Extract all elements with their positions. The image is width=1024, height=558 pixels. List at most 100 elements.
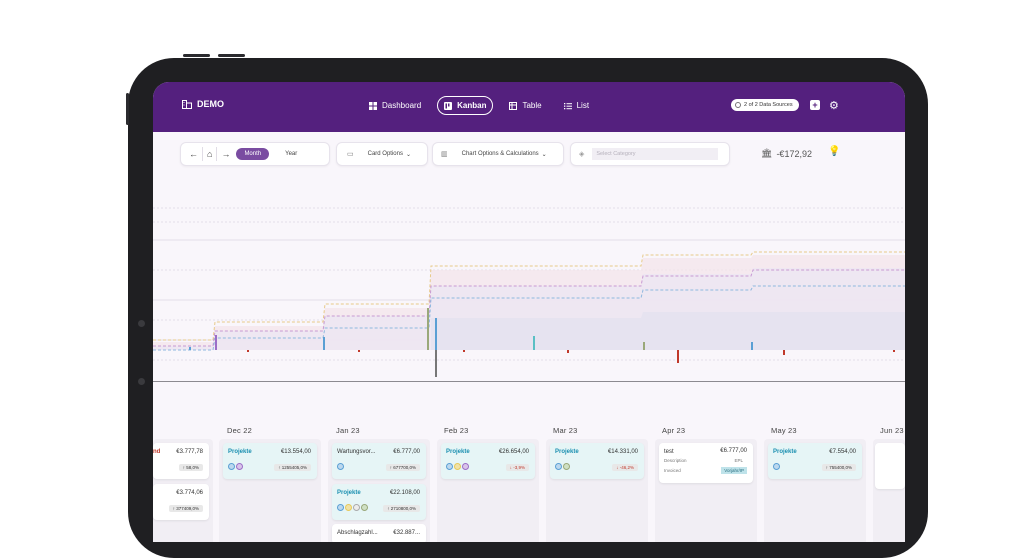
avatar xyxy=(345,504,352,511)
card-change-value: 377409,0% xyxy=(176,506,199,511)
card-change-chip: ↑ 377409,0% xyxy=(168,505,203,512)
chevron-down-icon: ⌄ xyxy=(541,151,547,158)
main-nav: Dashboard Kanban Table List xyxy=(363,96,595,115)
kanban-card[interactable]: Projekte €13.554,00 ↑ 1255405,0% xyxy=(223,443,317,479)
month-label: Dec 22 xyxy=(227,426,252,435)
card-change-chip: ↓ -3,9% xyxy=(505,464,529,471)
card-title: Projekte xyxy=(773,449,797,455)
period-year-option[interactable]: Year xyxy=(285,151,298,157)
device-button-side xyxy=(126,93,129,125)
device-button-top-2 xyxy=(218,54,245,57)
category-select[interactable]: ◈ Select Category xyxy=(570,142,730,166)
divider xyxy=(202,147,203,161)
tab-kanban[interactable]: Kanban xyxy=(437,96,494,115)
forward-arrow-icon[interactable]: → xyxy=(221,149,231,159)
bank-icon: 🏛 xyxy=(761,148,773,158)
brand[interactable]: DEMO xyxy=(182,99,224,109)
settings-gear-icon[interactable]: ⚙ xyxy=(829,100,839,112)
home-icon[interactable]: ⌂ xyxy=(207,149,213,159)
avatar xyxy=(446,463,453,470)
timeline-divider xyxy=(153,381,905,382)
lightbulb-icon[interactable]: 💡 xyxy=(828,146,841,157)
card-title: Projekte xyxy=(228,449,252,455)
kanban-card[interactable]: Wartungsvor... €6.777,00 ↑ 677700,0% xyxy=(332,443,426,479)
balance-value: -€172,92 xyxy=(776,148,812,159)
card-field-tag: Vorjahr/IP xyxy=(721,467,747,474)
period-month-option[interactable]: Month xyxy=(236,148,270,160)
kanban-card[interactable]: Projekte €7.554,00 ↑ 755400,0% xyxy=(768,443,862,479)
month-label: Apr 23 xyxy=(662,426,686,435)
card-amount: €32.887... xyxy=(393,530,420,536)
top-navigation-bar: DEMO Dashboard Kanban Table List 2 of 2 … xyxy=(153,82,905,132)
avatar-group xyxy=(337,504,368,511)
card-change-value: 1255405,0% xyxy=(281,465,307,470)
balance-display: 🏛 -€172,92 xyxy=(761,148,812,159)
data-sources-label: 2 of 2 Data Sources xyxy=(744,102,793,108)
tab-table[interactable]: Table xyxy=(503,97,547,114)
kanban-card[interactable]: Abschlagzahl... €32.887... xyxy=(332,524,426,542)
avatar xyxy=(337,463,344,470)
card-options-dropdown[interactable]: ▭ Card Options ⌄ xyxy=(336,142,428,166)
camera-dot-1 xyxy=(138,320,145,327)
card-title: nd xyxy=(153,449,161,455)
month-label: Feb 23 xyxy=(444,426,469,435)
card-field-label: Invoiced xyxy=(664,468,681,473)
card-amount: €6.777,00 xyxy=(393,449,420,455)
card-change-value: 755400,0% xyxy=(829,465,852,470)
category-placeholder: Select Category xyxy=(592,148,719,160)
month-label: Jun 23 xyxy=(880,426,904,435)
avatar-group xyxy=(228,463,243,470)
card-change-chip: ↑ 58,0% xyxy=(178,464,203,471)
avatar xyxy=(555,463,562,470)
tab-list-label: List xyxy=(576,101,590,110)
tab-list[interactable]: List xyxy=(558,97,595,114)
series-area-3 xyxy=(153,312,905,350)
list-icon xyxy=(563,102,572,109)
avatar xyxy=(563,463,570,470)
card-title: Projekte xyxy=(337,490,361,496)
camera-dot-2 xyxy=(138,378,145,385)
card-change-value: 2710800,0% xyxy=(390,506,416,511)
progress-ring-icon xyxy=(735,102,741,108)
kanban-card[interactable]: €3.774,06 ↑ 377409,0% xyxy=(153,484,209,520)
card-field-label: Description xyxy=(664,458,687,463)
tab-dashboard[interactable]: Dashboard xyxy=(363,97,427,114)
chevron-down-icon: ⌄ xyxy=(405,151,412,158)
card-amount: €7.554,00 xyxy=(829,449,856,455)
period-navigator: ← ⌂ → Month Year xyxy=(180,142,330,166)
kanban-card[interactable]: Projekte €14.331,00 ↓ -46,2% xyxy=(550,443,644,479)
card-title: Abschlagzahl... xyxy=(337,530,378,536)
chart-options-dropdown[interactable]: ▥ Chart Options & Calculations ⌄ xyxy=(432,142,564,166)
card-amount: €14.331,00 xyxy=(607,449,638,455)
add-button[interactable]: + xyxy=(810,100,820,110)
card-amount: €22.108,00 xyxy=(389,490,420,496)
series-line-3 xyxy=(153,285,905,351)
card-amount: €6.777,00 xyxy=(720,448,747,454)
month-label: Jan 23 xyxy=(336,426,360,435)
card-change-chip: ↑ 1255405,0% xyxy=(274,464,311,471)
divider xyxy=(216,147,218,161)
avatar-group xyxy=(337,463,344,470)
card-field-value: EPL xyxy=(734,458,743,463)
data-sources-pill[interactable]: 2 of 2 Data Sources xyxy=(731,99,799,111)
kanban-card[interactable]: nd €3.777,78 ↑ 58,0% xyxy=(153,443,209,479)
avatar xyxy=(773,463,780,470)
kanban-card[interactable]: test €6.777,00 Description EPL Invoiced … xyxy=(659,443,753,483)
card-title: Projekte xyxy=(555,449,579,455)
card-title: Wartungsvor... xyxy=(337,449,376,455)
brand-name: DEMO xyxy=(197,99,224,109)
avatar xyxy=(228,463,235,470)
card-change-value: 677700,0% xyxy=(393,465,416,470)
card-change-chip: ↓ -46,2% xyxy=(612,464,638,471)
card-amount: €13.554,00 xyxy=(280,449,311,455)
chart-bars xyxy=(189,308,895,377)
kanban-card[interactable]: Projekte €26.654,00 ↓ -3,9% xyxy=(441,443,535,479)
avatar xyxy=(454,463,461,470)
card-icon: ▭ xyxy=(347,151,354,158)
card-change-chip: ↑ 2710800,0% xyxy=(383,505,420,512)
back-arrow-icon[interactable]: ← xyxy=(189,149,198,159)
kanban-card[interactable]: Projekte €22.108,00 ↑ 2710800,0% xyxy=(332,484,426,520)
tab-kanban-label: Kanban xyxy=(457,101,487,110)
building-icon xyxy=(182,99,192,109)
card-change-value: 58,0% xyxy=(186,465,199,470)
